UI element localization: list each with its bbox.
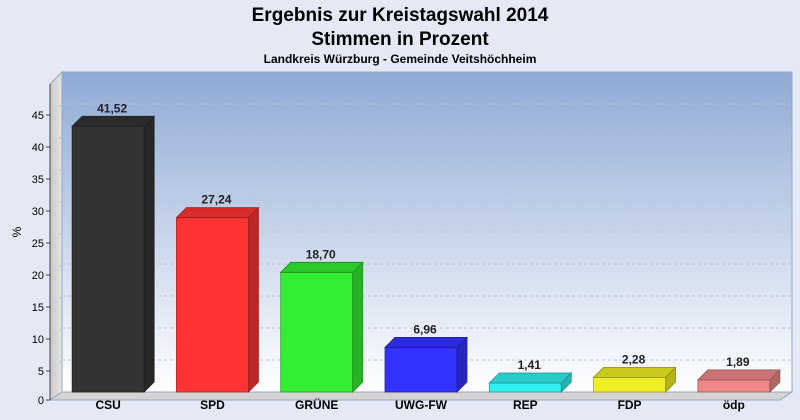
gridline-side — [49, 359, 63, 372]
bar-top — [592, 367, 677, 378]
bar-top — [384, 337, 468, 348]
bar-grüne: 18,70 — [279, 247, 364, 393]
bar-front — [71, 125, 145, 393]
y-tick-label: 35 — [32, 174, 44, 186]
bar-front — [384, 347, 458, 393]
y-tick-label: 45 — [32, 110, 44, 122]
x-tick-label: UWG-FW — [395, 398, 448, 412]
bar-top — [488, 372, 573, 384]
bar-uwg-fw: 6,96 — [384, 322, 468, 393]
bar-value-label: 27,24 — [201, 193, 231, 207]
y-tick-label: 0 — [38, 395, 44, 407]
bar-value-label: 41,52 — [97, 101, 127, 115]
bar-value-label: 2,28 — [622, 352, 646, 366]
bar-value-label: 1,41 — [518, 358, 542, 372]
bar-ödp: 1,89 — [696, 355, 781, 393]
x-axis: CSU SPD GRÜNE UWG-FW REP FDP ödp — [95, 397, 744, 412]
plot-floor — [48, 391, 794, 401]
y-axis-label: % — [10, 226, 24, 237]
gridline-side — [49, 103, 63, 116]
gridline-side — [49, 199, 63, 212]
y-tick-label: 20 — [32, 270, 44, 282]
gridline-side — [49, 263, 63, 276]
x-tick-label: SPD — [200, 398, 225, 412]
bar-spd: 27,24 — [175, 193, 260, 393]
bars: 41,52 27,24 18,70 6,96 1,41 2,28 1,89 — [71, 101, 781, 393]
y-tick-label: 25 — [32, 238, 44, 250]
chart-title-line1: Ergebnis zur Kreistagswahl 2014 — [251, 5, 549, 26]
plot-side-wall — [49, 70, 63, 401]
chart-title: Ergebnis zur Kreistagswahl 2014 Stimmen … — [0, 4, 800, 52]
bar-value-label: 6,96 — [413, 322, 437, 336]
bar-side — [352, 261, 364, 393]
x-tick-label: REP — [513, 398, 538, 412]
gridline-side — [49, 135, 63, 148]
x-tick-label: CSU — [95, 398, 120, 412]
bar-side — [248, 206, 259, 393]
bar-front — [697, 379, 771, 393]
gridline-side — [49, 231, 63, 244]
bar-rep: 1,41 — [488, 358, 573, 393]
bar-top — [279, 261, 364, 273]
bar-front — [593, 377, 666, 393]
bar-top — [696, 369, 781, 381]
y-tick-label: 40 — [32, 142, 44, 154]
y-tick-label: 10 — [32, 334, 44, 346]
chart-title-line2: Stimmen in Prozent — [311, 29, 489, 50]
y-axis: 0 5 10 15 20 25 30 35 40 45% — [10, 84, 51, 407]
gridline-side — [49, 327, 63, 340]
bar-side — [143, 115, 155, 393]
gridline-side — [49, 295, 63, 308]
bar-value-label: 18,70 — [306, 247, 336, 261]
bar-top — [175, 207, 260, 219]
bar-value-label: 1,89 — [726, 355, 750, 369]
bar-front — [176, 217, 249, 393]
x-tick-label: FDP — [618, 398, 642, 412]
chart-subtitle: Landkreis Würzburg - Gemeinde Veitshöchh… — [263, 52, 537, 66]
bar-front — [280, 271, 354, 393]
y-tick-label: 5 — [38, 366, 44, 378]
gridline-side — [49, 167, 63, 180]
x-tick-label: GRÜNE — [295, 397, 338, 412]
bar-front — [488, 382, 562, 393]
y-tick-label: 15 — [32, 302, 44, 314]
x-tick-label: ödp — [723, 398, 745, 412]
bar-fdp: 2,28 — [592, 352, 677, 393]
y-tick-label: 30 — [32, 206, 44, 218]
bar-csu: 41,52 — [71, 101, 156, 393]
bar-top — [71, 115, 156, 127]
